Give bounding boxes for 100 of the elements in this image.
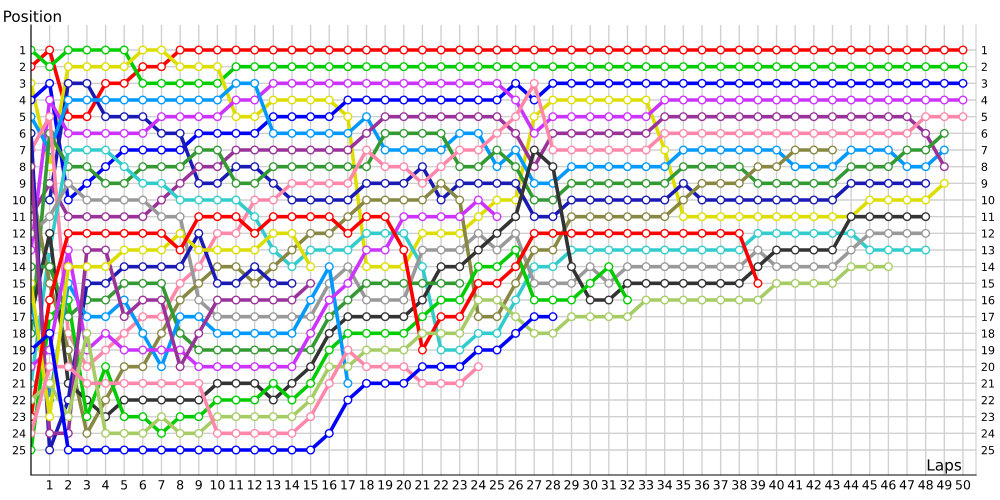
y2-tick-label: 6: [982, 129, 988, 138]
x-tick-label: 20: [396, 480, 411, 490]
y2-tick-label: 19: [982, 346, 994, 354]
x-tick-label: 17: [341, 480, 355, 490]
x-tick-label: 13: [266, 480, 280, 490]
y2-tick-label: 14: [982, 262, 994, 271]
y-tick-label: 20: [12, 362, 26, 372]
x-tick-label: 9: [196, 480, 202, 490]
x-tick-label: 24: [471, 480, 486, 490]
x-tick-label: 41: [788, 480, 802, 490]
y2-tick-label: 18: [982, 329, 994, 338]
x-tick-label: 1: [47, 480, 52, 490]
y2-tick-label: 15: [982, 279, 994, 288]
y-tick-label: 7: [20, 146, 26, 154]
x-tick-label: 12: [248, 480, 262, 490]
x-tick-label: 2: [65, 480, 72, 490]
x-tick-label: 6: [140, 480, 146, 490]
x-tick-label: 4: [102, 480, 109, 490]
y-tick-label: 19: [13, 346, 26, 354]
x-tick-label: 26: [508, 480, 523, 490]
y-tick-label: 6: [20, 129, 26, 138]
y2-tick-label: 10: [982, 196, 994, 204]
y-tick-label: 18: [13, 329, 26, 338]
y-tick-label: 14: [13, 262, 26, 271]
y-axis-title: Position: [4, 10, 61, 22]
y-tick-label: 9: [20, 179, 26, 188]
x-tick-label: 8: [176, 480, 184, 490]
y-tick-label: 13: [13, 246, 26, 254]
x-tick-label: 22: [434, 480, 448, 490]
x-tick-label: 49: [936, 480, 952, 490]
x-tick-label: 16: [322, 480, 336, 490]
y2-tick-label: 20: [982, 362, 994, 372]
x-tick-label: 21: [415, 480, 430, 490]
x-tick-label: 38: [732, 480, 746, 490]
x-tick-label: 27: [527, 480, 542, 490]
x-tick-label: 39: [750, 480, 765, 490]
y2-tick-label: 12: [982, 229, 994, 238]
x-tick-label: 31: [602, 480, 616, 490]
x-tick-label: 44: [844, 480, 858, 490]
y2-tick-label: 22: [982, 396, 994, 404]
x-tick-label: 7: [158, 480, 164, 490]
y2-tick-label: 5: [982, 112, 987, 122]
y2-tick-label: 7: [982, 146, 987, 154]
x-axis-title: Laps: [928, 459, 962, 474]
x-tick-label: 30: [583, 480, 598, 490]
y-tick-label: 12: [13, 229, 26, 238]
y-tick-label: 2: [20, 62, 26, 71]
y2-tick-label: 24: [982, 429, 994, 438]
x-tick-label: 28: [546, 480, 560, 490]
x-tick-label: 36: [695, 480, 710, 490]
y2-tick-label: 25: [982, 446, 994, 454]
x-tick-label: 3: [84, 480, 90, 490]
y2-tick-label: 4: [981, 96, 988, 104]
x-tick-label: 15: [304, 480, 318, 490]
x-tick-label: 35: [676, 480, 690, 490]
y-tick-label: 23: [12, 412, 26, 422]
y2-tick-label: 3: [982, 79, 988, 88]
y2-tick-label: 23: [982, 412, 994, 422]
y-tick-label: 5: [20, 112, 26, 122]
y-tick-label: 24: [12, 429, 26, 438]
x-tick-label: 23: [452, 480, 467, 490]
x-tick-label: 46: [881, 480, 896, 490]
x-tick-label: 32: [620, 480, 634, 490]
x-tick-label: 14: [285, 480, 300, 490]
x-tick-label: 19: [378, 480, 392, 490]
y-tick-label: 22: [12, 396, 26, 404]
y-tick-label: 25: [12, 446, 26, 454]
y2-tick-label: 16: [982, 296, 994, 304]
x-tick-label: 45: [862, 480, 877, 490]
x-tick-label: 18: [360, 480, 374, 490]
y-tick-label: 17: [13, 312, 26, 321]
y2-tick-label: 11: [982, 212, 994, 221]
y-tick-label: 1: [20, 46, 26, 54]
x-tick-label: 25: [490, 480, 504, 490]
y2-tick-label: 1: [982, 46, 987, 54]
y-tick-label: 16: [13, 296, 26, 304]
x-tick-label: 33: [639, 480, 654, 490]
x-tick-label: 37: [714, 480, 728, 490]
y2-tick-label: 17: [982, 312, 994, 321]
x-tick-label: 50: [956, 480, 970, 490]
x-tick-label: 11: [229, 480, 243, 490]
y-tick-label: 3: [20, 79, 26, 88]
y-tick-label: 10: [13, 196, 26, 204]
x-tick-label: 5: [121, 480, 128, 490]
y-tick-label: 21: [12, 379, 26, 388]
y-tick-label: 8: [20, 162, 26, 172]
x-tick-label: 42: [806, 480, 821, 490]
x-tick-label: 34: [658, 480, 672, 490]
y-tick-label: 15: [13, 279, 26, 288]
x-tick-label: 29: [564, 480, 579, 490]
x-tick-label: 43: [825, 480, 840, 490]
y2-tick-label: 9: [982, 179, 988, 188]
y2-tick-label: 21: [982, 379, 994, 388]
x-tick-label: 47: [900, 480, 914, 490]
y-tick-label: 4: [20, 96, 26, 104]
x-tick-label: 48: [918, 480, 933, 490]
x-tick-label: 10: [210, 480, 225, 490]
x-tick-label: 40: [769, 480, 784, 490]
y-tick-label: 11: [13, 212, 26, 221]
y2-tick-label: 8: [982, 162, 988, 172]
